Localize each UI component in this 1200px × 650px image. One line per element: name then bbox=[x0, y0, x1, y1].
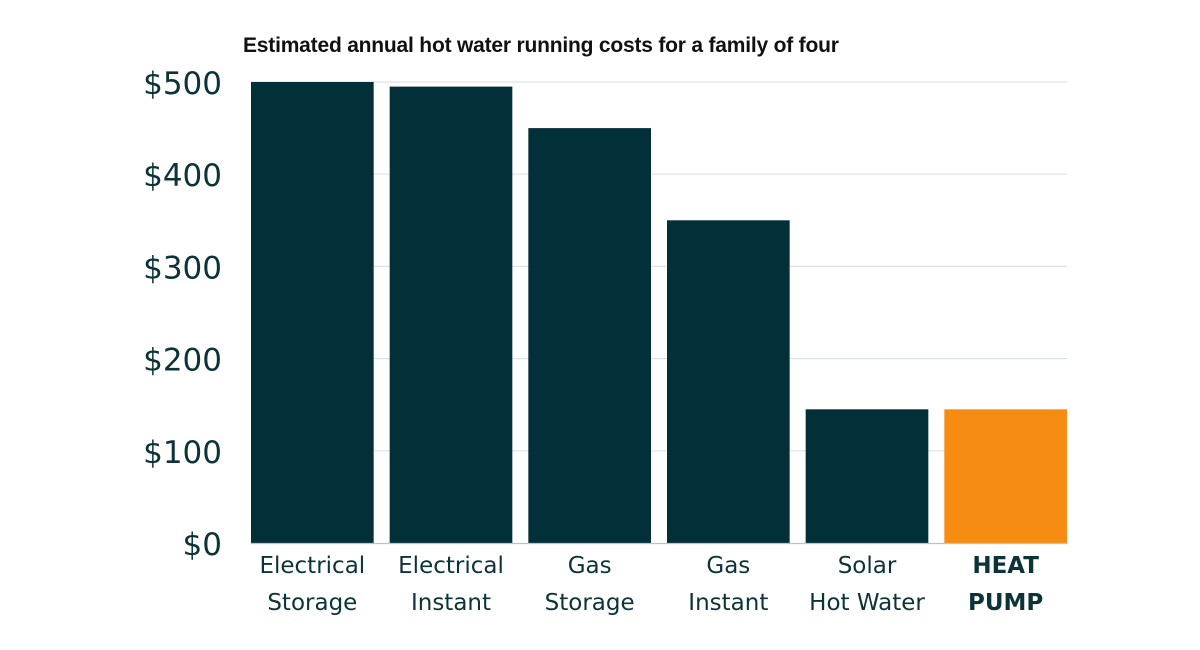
y-tick-label: $100 bbox=[143, 435, 222, 471]
x-tick-label: Electrical bbox=[398, 553, 504, 579]
y-tick-label: $300 bbox=[143, 250, 222, 286]
bars bbox=[251, 82, 1067, 544]
y-axis: $0 $100 $200 $300 $400 $500 bbox=[143, 66, 222, 563]
y-tick-label: $200 bbox=[143, 343, 222, 379]
bar bbox=[528, 128, 651, 543]
y-tick-label: $400 bbox=[143, 158, 222, 194]
x-tick-label: Gas bbox=[706, 553, 750, 579]
bar bbox=[667, 220, 790, 544]
x-axis: Electrical Storage Electrical Instant Gas Sto… bbox=[251, 542, 1067, 616]
chart-title: Estimated annual hot water running costs… bbox=[243, 34, 839, 57]
x-tick-label: Instant bbox=[688, 590, 768, 616]
x-tick-label: Storage bbox=[267, 590, 357, 616]
grid-lines bbox=[251, 81, 1067, 452]
y-tick-label: $0 bbox=[183, 527, 222, 563]
x-tick-label: Instant bbox=[411, 590, 491, 616]
x-tick-label: Electrical bbox=[259, 553, 365, 579]
bar bbox=[805, 409, 929, 543]
x-tick-label: Solar bbox=[838, 553, 897, 579]
x-tick-label: Hot Water bbox=[809, 590, 925, 616]
bar bbox=[389, 86, 513, 544]
bar bbox=[251, 82, 374, 543]
x-tick-label: Gas bbox=[568, 553, 612, 579]
y-tick-label: $500 bbox=[143, 66, 222, 102]
x-tick-label: Storage bbox=[545, 590, 635, 616]
bar-highlight bbox=[944, 409, 1067, 543]
x-tick-label: PUMP bbox=[968, 590, 1043, 616]
x-tick-label: HEAT bbox=[972, 553, 1039, 579]
